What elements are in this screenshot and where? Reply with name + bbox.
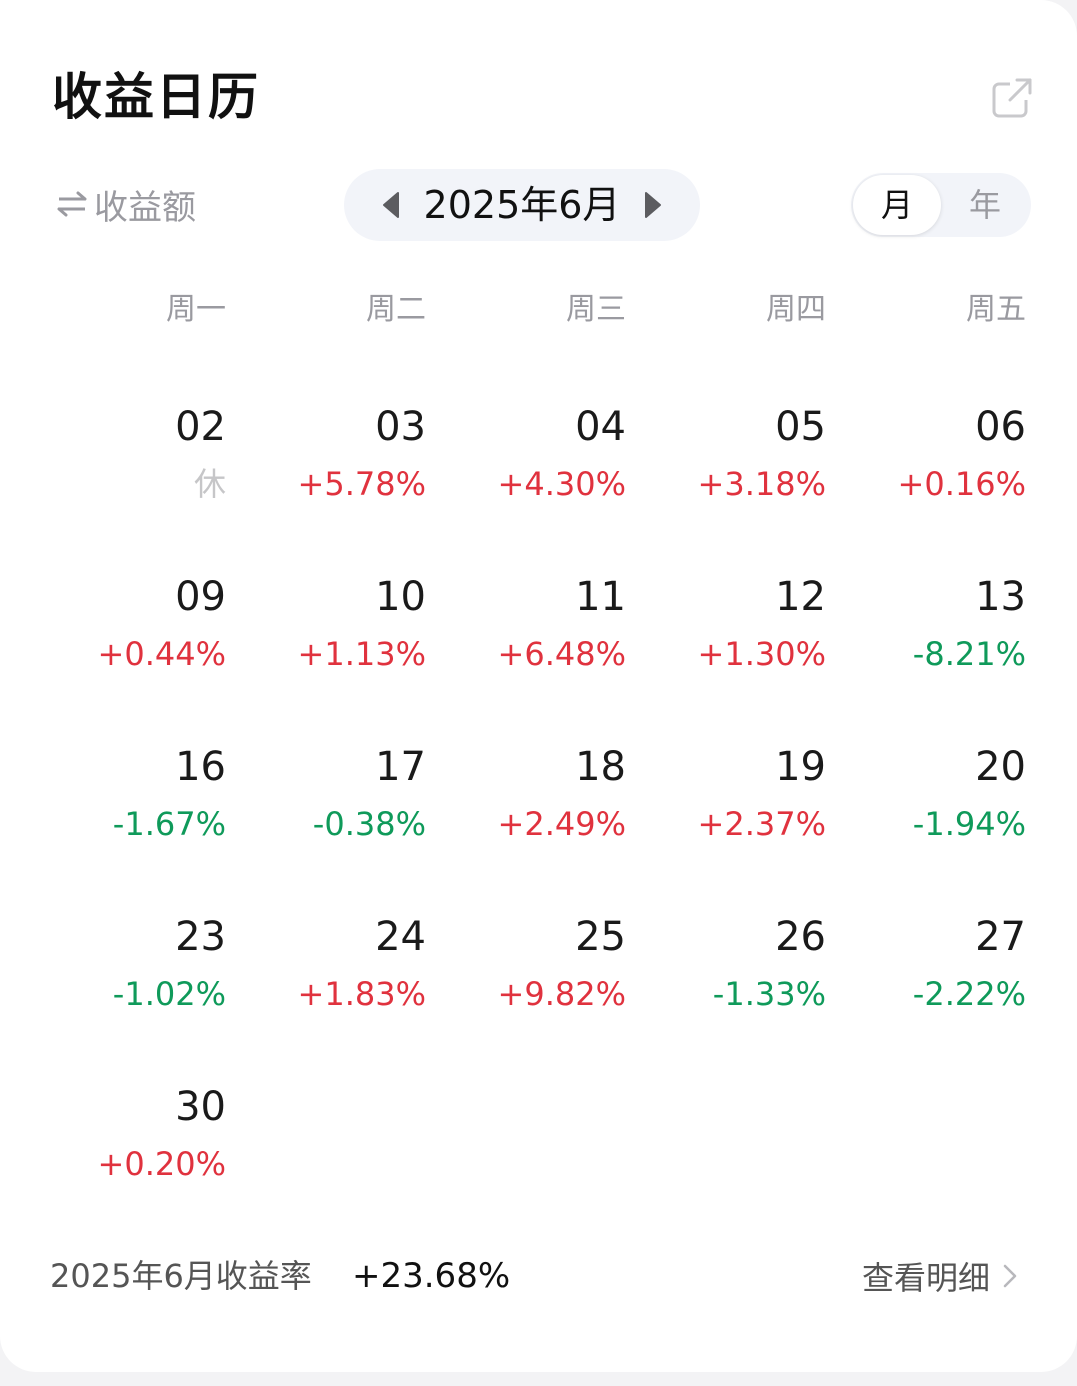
day-cell[interactable]: 18 +2.49% bbox=[466, 740, 626, 860]
day-return: -2.22% bbox=[912, 975, 1026, 1013]
day-cell[interactable]: 09 +0.44% bbox=[66, 570, 226, 690]
day-return: +4.30% bbox=[497, 465, 626, 503]
weekday-label: 周二 bbox=[366, 292, 426, 327]
month-label: 2025年6月 bbox=[423, 183, 621, 227]
day-cell[interactable]: 05 +3.18% bbox=[666, 400, 826, 520]
day-return: +5.78% bbox=[297, 465, 426, 503]
day-number: 03 bbox=[375, 404, 426, 450]
day-cell[interactable]: 23 -1.02% bbox=[66, 910, 226, 1030]
monthly-return-label: 2025年6月收益率 bbox=[50, 1257, 312, 1295]
view-segmented-control: 月 年 bbox=[851, 173, 1031, 237]
weekday-label: 周一 bbox=[166, 292, 226, 327]
triangle-right-icon[interactable] bbox=[642, 190, 664, 220]
day-return: +1.13% bbox=[297, 635, 426, 673]
day-cell[interactable]: 27 -2.22% bbox=[866, 910, 1026, 1030]
day-cell[interactable]: 17 -0.38% bbox=[266, 740, 426, 860]
share-icon[interactable] bbox=[990, 76, 1034, 120]
day-number: 16 bbox=[175, 744, 226, 790]
day-return: +3.18% bbox=[697, 465, 826, 503]
day-number: 24 bbox=[375, 914, 426, 960]
view-details-label: 查看明细 bbox=[862, 1259, 991, 1297]
day-number: 02 bbox=[175, 404, 226, 450]
weekday-label: 周三 bbox=[566, 292, 626, 327]
day-cell[interactable]: 03 +5.78% bbox=[266, 400, 426, 520]
day-return: +0.16% bbox=[897, 465, 1026, 503]
day-return: +0.44% bbox=[97, 635, 226, 673]
metric-toggle[interactable]: 收益额 bbox=[56, 180, 196, 228]
day-cell[interactable]: 16 -1.67% bbox=[66, 740, 226, 860]
day-number: 11 bbox=[575, 574, 626, 620]
month-selector: 2025年6月 bbox=[344, 169, 700, 241]
chevron-right-icon bbox=[1003, 1264, 1017, 1288]
day-return: +6.48% bbox=[497, 635, 626, 673]
day-cell[interactable]: 13 -8.21% bbox=[866, 570, 1026, 690]
weekday-header: 周一 周二 周三 周四 周五 bbox=[0, 290, 1077, 330]
day-number: 19 bbox=[775, 744, 826, 790]
day-number: 09 bbox=[175, 574, 226, 620]
swap-arrows-icon bbox=[57, 191, 87, 217]
day-number: 30 bbox=[175, 1084, 226, 1130]
day-number: 23 bbox=[175, 914, 226, 960]
monthly-return-value: +23.68% bbox=[352, 1256, 511, 1296]
day-cell[interactable]: 25 +9.82% bbox=[466, 910, 626, 1030]
day-return: -8.21% bbox=[912, 635, 1026, 673]
day-cell[interactable]: 11 +6.48% bbox=[466, 570, 626, 690]
day-return: -1.33% bbox=[712, 975, 826, 1013]
page-title: 收益日历 bbox=[52, 68, 260, 126]
day-return: -1.94% bbox=[912, 805, 1026, 843]
day-return: +2.37% bbox=[697, 805, 826, 843]
day-cell[interactable]: 19 +2.37% bbox=[666, 740, 826, 860]
day-return: +1.30% bbox=[697, 635, 826, 673]
day-return: 休 bbox=[193, 465, 226, 503]
day-number: 27 bbox=[975, 914, 1026, 960]
view-option-month[interactable]: 月 bbox=[853, 175, 941, 235]
weekday-label: 周五 bbox=[966, 292, 1026, 327]
day-cell[interactable]: 02 休 bbox=[66, 400, 226, 520]
day-cell[interactable]: 10 +1.13% bbox=[266, 570, 426, 690]
day-number: 18 bbox=[575, 744, 626, 790]
day-return: -1.02% bbox=[112, 975, 226, 1013]
day-cell[interactable]: 12 +1.30% bbox=[666, 570, 826, 690]
view-option-year[interactable]: 年 bbox=[968, 186, 1001, 224]
view-details-link[interactable]: 查看明细 bbox=[862, 1250, 1018, 1302]
day-number: 13 bbox=[975, 574, 1026, 620]
day-number: 25 bbox=[575, 914, 626, 960]
day-number: 26 bbox=[775, 914, 826, 960]
day-number: 20 bbox=[975, 744, 1026, 790]
day-return: +0.20% bbox=[97, 1145, 226, 1183]
day-number: 04 bbox=[575, 404, 626, 450]
metric-toggle-label: 收益额 bbox=[94, 187, 196, 228]
day-cell[interactable]: 20 -1.94% bbox=[866, 740, 1026, 860]
day-number: 05 bbox=[775, 404, 826, 450]
day-number: 17 bbox=[375, 744, 426, 790]
day-number: 06 bbox=[975, 404, 1026, 450]
day-cell[interactable]: 30 +0.20% bbox=[66, 1080, 226, 1200]
day-cell[interactable]: 04 +4.30% bbox=[466, 400, 626, 520]
day-return: +1.83% bbox=[297, 975, 426, 1013]
day-cell[interactable]: 26 -1.33% bbox=[666, 910, 826, 1030]
triangle-left-icon[interactable] bbox=[380, 190, 402, 220]
day-number: 10 bbox=[375, 574, 426, 620]
day-cell[interactable]: 24 +1.83% bbox=[266, 910, 426, 1030]
day-return: +9.82% bbox=[497, 975, 626, 1013]
day-return: +2.49% bbox=[497, 805, 626, 843]
day-return: -1.67% bbox=[112, 805, 226, 843]
day-return: -0.38% bbox=[312, 805, 426, 843]
day-number: 12 bbox=[775, 574, 826, 620]
weekday-label: 周四 bbox=[766, 292, 826, 327]
day-cell[interactable]: 06 +0.16% bbox=[866, 400, 1026, 520]
